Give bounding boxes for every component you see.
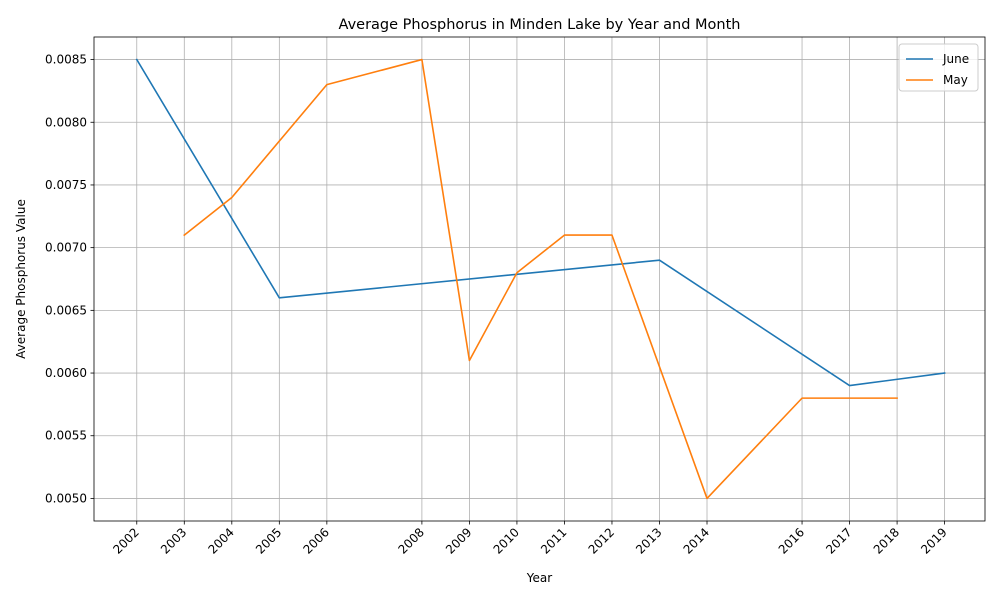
y-tick-label: 0.0085 bbox=[45, 53, 87, 67]
y-tick-label: 0.0075 bbox=[45, 178, 87, 192]
y-tick-label: 0.0070 bbox=[45, 241, 87, 255]
plot-frame bbox=[93, 36, 986, 522]
chart-title: Average Phosphorus in Minden Lake by Yea… bbox=[339, 17, 741, 33]
y-tick-label: 0.0080 bbox=[45, 115, 87, 129]
legend: June May bbox=[898, 43, 979, 92]
grid bbox=[94, 37, 985, 521]
y-tick-label: 0.0065 bbox=[45, 303, 87, 317]
y-axis-title: Average Phosphorus Value bbox=[14, 199, 28, 359]
series-line-june bbox=[135, 58, 946, 387]
series-line-may bbox=[183, 58, 898, 500]
legend-label-may: May bbox=[943, 73, 968, 87]
y-tick-label: 0.0060 bbox=[45, 366, 87, 380]
y-tick-label: 0.0055 bbox=[45, 429, 87, 443]
y-tick-label: 0.0050 bbox=[45, 491, 87, 505]
series-lines bbox=[135, 58, 946, 500]
legend-label-june: June bbox=[942, 52, 969, 66]
x-axis-title: Year bbox=[526, 571, 552, 585]
